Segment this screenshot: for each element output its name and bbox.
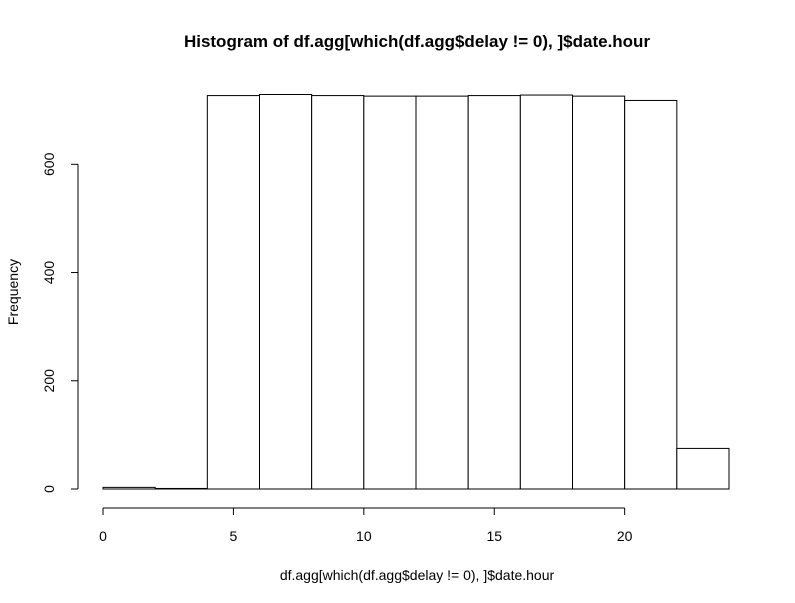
- y-tick-label: 400: [41, 261, 57, 285]
- histogram-bar-11: [676, 447, 730, 490]
- x-tick-label: 0: [99, 528, 107, 544]
- x-tick-label: 15: [486, 528, 502, 544]
- x-axis: 0 5 10 15 20: [99, 507, 633, 544]
- y-axis-label: Frequency: [5, 259, 21, 325]
- chart-title: Histogram of df.agg[which(df.agg$delay !…: [184, 32, 651, 51]
- histogram-bar-9: [572, 95, 626, 490]
- histogram-bar-0: [102, 486, 156, 490]
- histogram-bar-3: [259, 94, 313, 490]
- x-tick-label: 10: [356, 528, 372, 544]
- y-axis: 0 200 400 600: [41, 152, 79, 493]
- histogram-bar-10: [624, 99, 678, 490]
- histogram-bar-8: [519, 94, 573, 490]
- y-tick-label: 600: [41, 152, 57, 176]
- histogram-bar-5: [363, 95, 417, 490]
- y-tick-label: 200: [41, 369, 57, 393]
- x-tick-label: 20: [617, 528, 633, 544]
- histogram-bar-1: [154, 487, 208, 490]
- x-tick-label: 5: [230, 528, 238, 544]
- histogram-bar-4: [311, 95, 365, 490]
- histogram-bar-2: [206, 95, 260, 490]
- y-tick-label: 0: [41, 485, 57, 493]
- histogram-bar-6: [415, 95, 469, 490]
- bars-group: [102, 94, 730, 490]
- x-axis-label: df.agg[which(df.agg$delay != 0), ]$date.…: [280, 567, 555, 583]
- histogram-bar-7: [467, 95, 521, 490]
